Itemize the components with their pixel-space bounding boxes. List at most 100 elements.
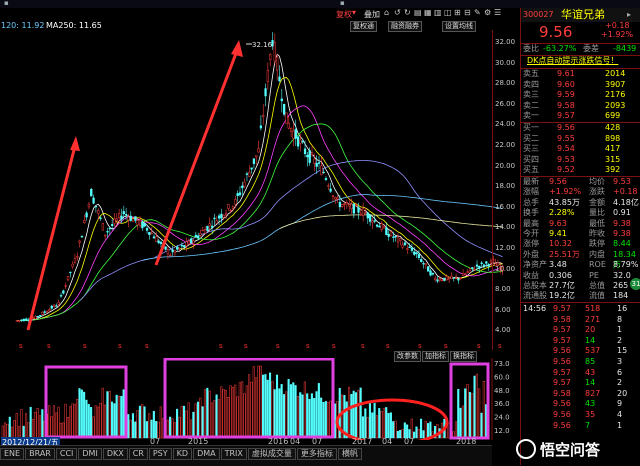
candle-body[interactable] (201, 229, 204, 232)
volume-bar[interactable] (375, 415, 378, 439)
candle-body[interactable] (366, 212, 369, 219)
volume-bar[interactable] (169, 416, 172, 439)
candle-body[interactable] (461, 273, 465, 276)
candle-body[interactable] (299, 139, 302, 144)
candle-body[interactable] (357, 207, 360, 213)
candle-body[interactable] (466, 271, 469, 273)
candle-body[interactable] (134, 216, 137, 221)
volume-bar[interactable] (110, 401, 114, 439)
indicator-tab[interactable]: PSY (148, 448, 172, 460)
volume-bar[interactable] (99, 402, 102, 439)
volume-bar[interactable] (406, 424, 409, 439)
volume-bar[interactable] (215, 394, 218, 439)
candle-body[interactable] (413, 251, 416, 255)
volume-bar[interactable] (359, 387, 362, 439)
candle-body[interactable] (185, 241, 188, 247)
candle-body[interactable] (138, 219, 142, 226)
candle-body[interactable] (445, 275, 448, 281)
volume-bar[interactable] (241, 381, 244, 439)
candle-body[interactable] (252, 158, 256, 164)
toolbar-icon[interactable]: ⌂ (384, 8, 390, 17)
volume-bar[interactable] (71, 403, 74, 439)
volume-bar[interactable] (478, 388, 481, 439)
volume-bar[interactable] (4, 422, 7, 439)
candle-body[interactable] (48, 309, 51, 311)
candle-body[interactable] (171, 249, 174, 253)
candle-body[interactable] (371, 220, 374, 223)
candle-body[interactable] (92, 197, 95, 204)
volume-bar[interactable] (213, 400, 216, 439)
volume-bar[interactable] (327, 402, 330, 439)
volume-chart[interactable]: 73.0 60.0 48.0 36.0 24.0 12.0 (0, 358, 520, 440)
candle-body[interactable] (243, 181, 246, 187)
candle-body[interactable] (124, 214, 128, 216)
candle-body[interactable] (443, 277, 446, 281)
candle-body[interactable] (197, 235, 200, 239)
candle-body[interactable] (352, 203, 356, 214)
ma-settings-button[interactable]: 设置均线 (442, 21, 476, 32)
margin-trading-button[interactable]: 融资融券 (388, 21, 422, 32)
candle-body[interactable] (457, 278, 460, 281)
candle-body[interactable] (80, 235, 84, 238)
indicator-tab[interactable]: TRIX (220, 448, 247, 460)
candle-body[interactable] (166, 249, 170, 255)
candle-body[interactable] (403, 242, 407, 246)
candle-body[interactable] (385, 227, 388, 236)
volume-bar[interactable] (329, 400, 332, 439)
indicator-tab[interactable]: CCI (55, 448, 78, 460)
candle-body[interactable] (417, 254, 421, 258)
volume-bar[interactable] (92, 416, 95, 439)
volume-bar[interactable] (361, 416, 365, 439)
candle-body[interactable] (62, 290, 65, 294)
volume-bar[interactable] (52, 405, 55, 439)
candle-body[interactable] (269, 54, 272, 60)
indicator-tab[interactable]: 更多指标 (296, 448, 337, 460)
badge-31[interactable]: 31 (630, 278, 640, 290)
order-book-row[interactable]: 卖一 9.57 699 (521, 111, 640, 121)
volume-bar[interactable] (275, 374, 279, 439)
volume-bar[interactable] (357, 390, 360, 439)
candle-body[interactable] (271, 40, 274, 47)
candle-body[interactable] (159, 241, 163, 245)
volume-bar[interactable] (310, 393, 313, 439)
toolbar-icon[interactable]: ◫ (444, 8, 452, 17)
volume-bar[interactable] (57, 406, 60, 439)
candle-body[interactable] (438, 278, 441, 281)
candle-body[interactable] (227, 204, 230, 209)
volume-bar[interactable] (413, 431, 416, 439)
candle-body[interactable] (176, 246, 179, 250)
volume-bar[interactable] (8, 416, 11, 439)
volume-bar[interactable] (250, 381, 253, 439)
volume-bar[interactable] (73, 403, 76, 439)
candle-body[interactable] (57, 302, 60, 305)
candle-body[interactable] (501, 265, 504, 271)
candle-body[interactable] (452, 277, 455, 279)
candle-body[interactable] (22, 319, 26, 322)
candle-body[interactable] (287, 122, 290, 129)
volume-bar[interactable] (227, 397, 230, 439)
candle-body[interactable] (36, 315, 39, 318)
volume-bar[interactable] (387, 413, 390, 439)
volume-bar[interactable] (171, 418, 174, 439)
candle-body[interactable] (278, 76, 281, 82)
volume-bar[interactable] (385, 407, 388, 439)
candle-body[interactable] (273, 42, 276, 62)
candle-body[interactable] (113, 218, 116, 224)
candle-body[interactable] (471, 267, 474, 270)
candle-body[interactable] (301, 140, 304, 143)
candle-body[interactable] (489, 260, 493, 264)
candle-body[interactable] (180, 244, 184, 247)
volume-bar[interactable] (101, 387, 104, 439)
candle-body[interactable] (310, 152, 314, 155)
volume-bar[interactable] (433, 425, 437, 439)
toolbar-icon[interactable]: ↻ (404, 8, 411, 17)
toolbar-icon[interactable]: ▦ (424, 8, 432, 17)
candle-body[interactable] (73, 258, 77, 263)
volume-bar[interactable] (345, 401, 348, 439)
candle-body[interactable] (487, 264, 490, 267)
candle-body[interactable] (480, 262, 483, 264)
candle-body[interactable] (97, 210, 100, 214)
add-indicator-button[interactable]: 加指标 (422, 351, 449, 362)
candle-body[interactable] (217, 215, 221, 219)
candle-body[interactable] (329, 188, 332, 192)
